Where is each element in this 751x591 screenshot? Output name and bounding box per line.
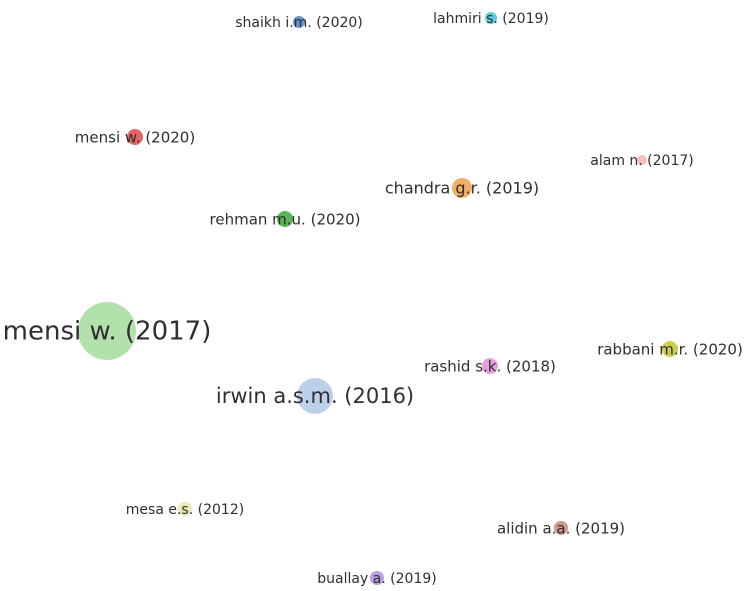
node-bubble [482,358,498,374]
node-label: mesa e.s. (2012) [126,502,244,518]
node-label: alam n. (2017) [590,153,693,169]
node-label: rehman m.u. (2020) [210,211,361,229]
node-bubble [277,211,293,227]
node-label: lahmiri s. (2019) [433,11,549,27]
node-bubble [370,571,384,585]
node-bubble [637,155,647,165]
node-bubble [297,378,333,414]
node-label: chandra g.r. (2019) [385,179,539,198]
node-bubble [178,502,192,516]
node-bubble [78,302,136,360]
node-label: rashid s.k. (2018) [424,358,556,376]
node-label: shaikh i.m. (2020) [235,15,363,31]
node-label: alidin a.a. (2019) [497,520,625,538]
node-bubble [127,129,143,145]
node-label: mensi w. (2020) [75,129,195,147]
node-label: rabbani m.r. (2020) [597,341,743,359]
node-label: mensi w. (2017) [3,317,212,347]
node-bubble [554,521,568,535]
node-bubble [662,341,678,357]
node-label: buallay a. (2019) [317,571,436,587]
node-bubble [452,178,472,198]
node-bubble [293,16,305,28]
node-bubble [485,12,497,24]
node-label: irwin a.s.m. (2016) [216,384,414,408]
